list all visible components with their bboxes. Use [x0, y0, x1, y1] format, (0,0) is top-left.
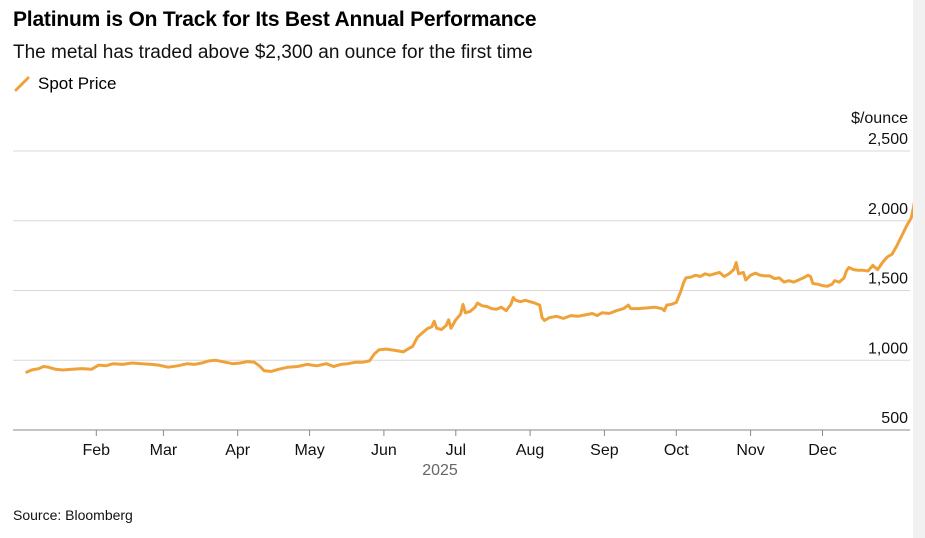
x-tick-label: Jun	[371, 442, 397, 459]
x-tick-label: Feb	[83, 442, 111, 459]
x-axis-ticks: Feb Mar Apr May Jun Jul Aug Sep Oct Nov Dec	[83, 430, 837, 459]
source-note: Source: Bloomberg	[13, 507, 133, 523]
chart-title: Platinum is On Track for Its Best Annual…	[13, 8, 537, 31]
y-tick-label: 500	[881, 410, 908, 427]
y-tick-label: 2,500	[868, 131, 908, 148]
series-line-spot-price	[25, 178, 923, 374]
x-tick-label: Dec	[808, 442, 836, 459]
x-tick-label: Sep	[590, 442, 619, 459]
y-tick-label: 2,000	[868, 201, 908, 218]
scroll-strip	[913, 0, 925, 538]
x-tick-label: Jul	[446, 442, 466, 459]
x-tick-label: Nov	[736, 442, 764, 459]
y-tick-label: 1,500	[868, 271, 908, 288]
x-tick-label: Apr	[225, 442, 251, 459]
y-axis-ticks: 2,500 2,000 1,500 1,000 500	[868, 131, 908, 427]
x-tick-label: Mar	[150, 442, 178, 459]
gridlines	[13, 150, 910, 431]
x-tick-label: Oct	[664, 442, 689, 459]
legend-label-spot-price: Spot Price	[38, 74, 117, 93]
y-axis-unit-label: $/ounce	[851, 110, 908, 127]
legend-swatch-icon	[14, 76, 30, 92]
y-tick-label: 1,000	[868, 340, 908, 357]
chart-subtitle: The metal has traded above $2,300 an oun…	[13, 42, 533, 63]
legend: Spot Price	[13, 74, 116, 94]
x-axis-year-label: 2025	[422, 462, 458, 479]
x-tick-label: May	[294, 442, 324, 459]
x-tick-label: Aug	[516, 442, 544, 459]
